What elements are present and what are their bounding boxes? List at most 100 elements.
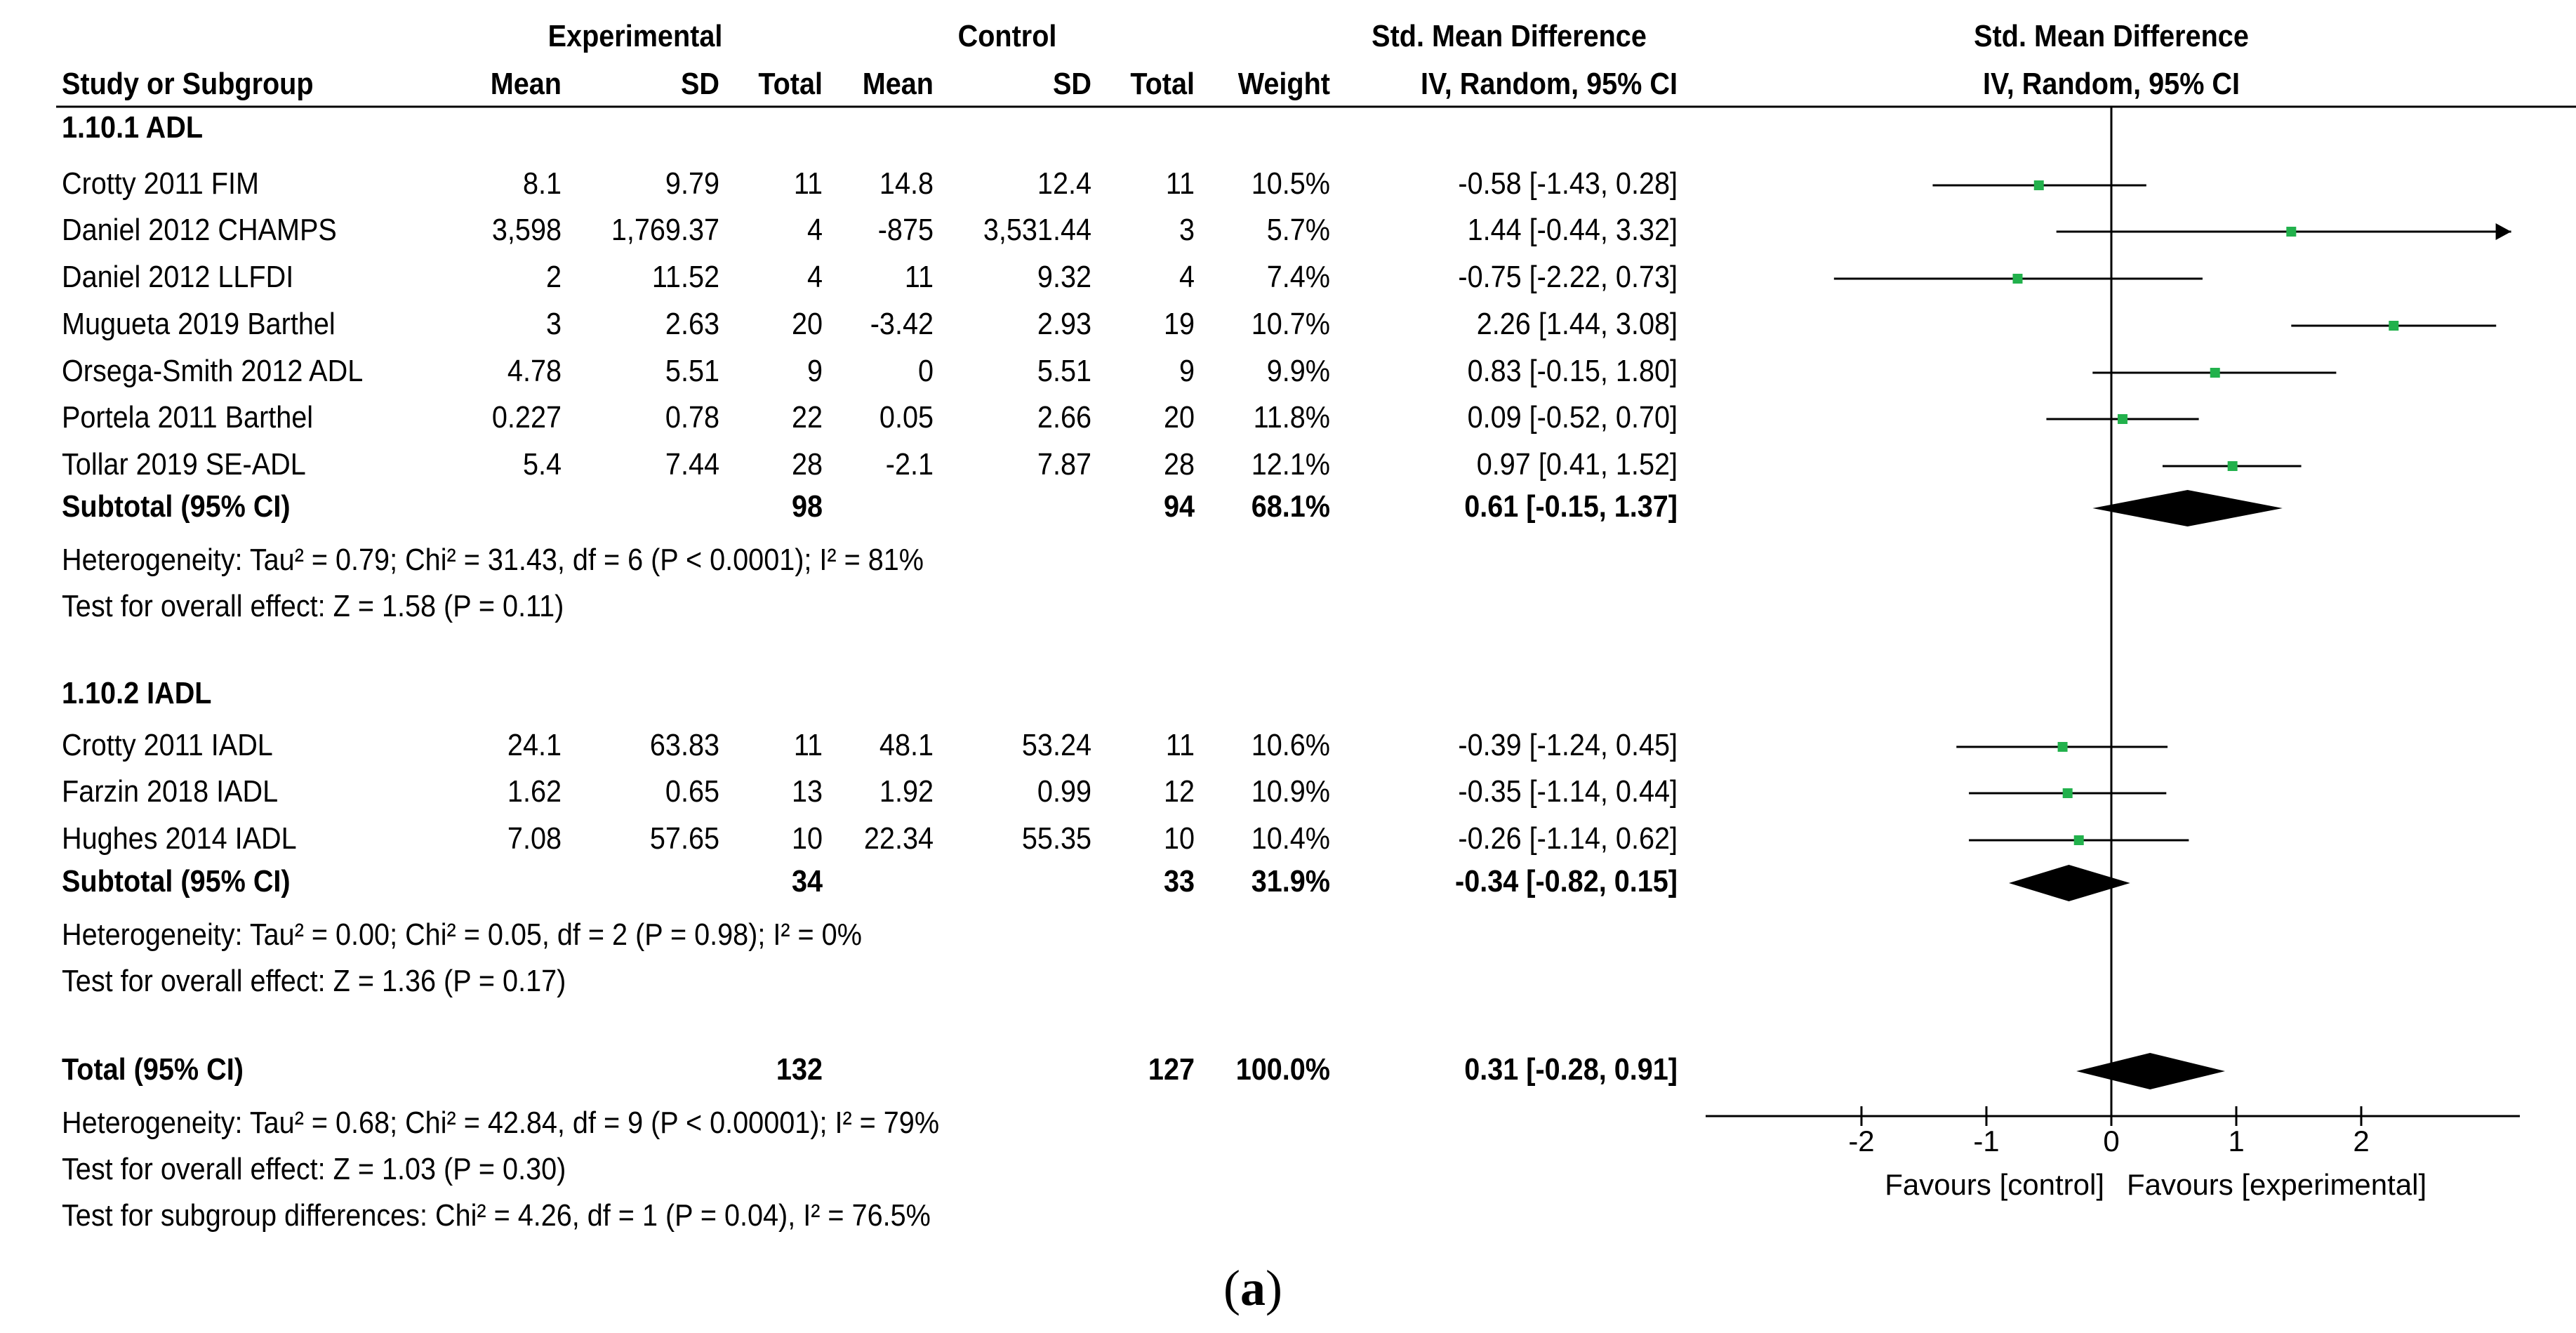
study-ctl-mean: 1.92: [879, 774, 934, 809]
total-ci: 0.31 [-0.28, 0.91]: [1464, 1052, 1678, 1087]
total-heterogeneity-text: Heterogeneity: Tau² = 0.68; Chi² = 42.84…: [62, 1106, 940, 1140]
study-ctl-total: 10: [1163, 821, 1195, 856]
study-point-square: [2033, 180, 2044, 190]
column-header-ctl-sd: SD: [1052, 67, 1091, 101]
study-point-square: [2286, 227, 2297, 237]
header-experimental: Experimental: [547, 19, 723, 53]
study-exp-mean: 4.78: [507, 354, 562, 388]
x-tick-label: -2: [1848, 1125, 1874, 1158]
study-study: Daniel 2012 LLFDI: [62, 260, 294, 294]
study-ctl-sd: 2.93: [1037, 307, 1091, 341]
x-tick-label: 1: [2228, 1125, 2244, 1158]
study-ctl-sd: 9.32: [1037, 260, 1091, 294]
pooled-diamond: [2009, 865, 2130, 901]
subtotal-label: Subtotal (95% CI): [62, 864, 291, 898]
favours-experimental-label: Favours [experimental]: [2127, 1168, 2426, 1201]
study-ctl-mean: 14.8: [879, 166, 934, 201]
subtotal-label: Subtotal (95% CI): [62, 489, 291, 524]
study-ctl-sd: 53.24: [1021, 728, 1091, 762]
study-weight: 7.4%: [1266, 260, 1330, 294]
study-exp-total: 4: [806, 260, 823, 294]
total-weight: 100.0%: [1235, 1052, 1330, 1087]
study-ctl-total: 4: [1179, 260, 1195, 294]
subtotal-ci: -0.34 [-0.82, 0.15]: [1455, 864, 1678, 898]
total-label: Total (95% CI): [62, 1052, 244, 1087]
study-weight: 5.7%: [1266, 213, 1330, 247]
study-point-square: [2227, 461, 2238, 471]
study-ctl-mean: 48.1: [879, 728, 934, 762]
study-study: Tollar 2019 SE-ADL: [62, 447, 306, 482]
ci-arrow: [2495, 223, 2511, 240]
study-exp-sd: 0.65: [665, 774, 719, 809]
study-ci: 0.09 [-0.52, 0.70]: [1467, 400, 1678, 435]
study-ctl-sd: 55.35: [1021, 821, 1091, 856]
subtotal-ci: 0.61 [-0.15, 1.37]: [1464, 489, 1678, 524]
total-overall-effect-text: Test for overall effect: Z = 1.03 (P = 0…: [62, 1152, 566, 1186]
study-exp-sd: 11.52: [651, 260, 719, 294]
study-point-square: [2057, 742, 2068, 752]
study-ci: 1.44 [-0.44, 3.32]: [1467, 213, 1678, 247]
header-smd: Std. Mean Difference: [1372, 19, 1647, 53]
subtotal-weight: 31.9%: [1251, 864, 1330, 898]
pooled-diamond: [2092, 490, 2283, 526]
study-study: Daniel 2012 CHAMPS: [62, 213, 337, 247]
study-weight: 11.8%: [1253, 400, 1330, 435]
study-exp-sd: 5.51: [665, 354, 719, 388]
study-point-square: [2210, 368, 2220, 378]
study-weight: 10.6%: [1251, 728, 1330, 762]
study-exp-sd: 1,769.37: [611, 213, 719, 247]
study-ctl-total: 12: [1163, 774, 1195, 809]
subtotal-weight: 68.1%: [1251, 489, 1330, 524]
study-ci: 0.83 [-0.15, 1.80]: [1467, 354, 1678, 388]
heterogeneity-text: Heterogeneity: Tau² = 0.79; Chi² = 31.43…: [62, 543, 924, 577]
study-ctl-mean: 11: [904, 260, 934, 294]
study-point-square: [2389, 321, 2399, 331]
study-weight: 10.7%: [1251, 307, 1330, 341]
study-study: Hughes 2014 IADL: [62, 821, 297, 856]
column-header-weight: Weight: [1237, 67, 1330, 101]
study-ctl-mean: 22.34: [863, 821, 934, 856]
study-exp-sd: 9.79: [665, 166, 719, 201]
column-header-plot-ci: IV, Random, 95% CI: [1982, 67, 2240, 101]
study-exp-mean: 8.1: [522, 166, 562, 201]
study-ci: -0.58 [-1.43, 0.28]: [1458, 166, 1678, 201]
total-ctl-total: 127: [1148, 1052, 1195, 1087]
study-exp-mean: 1.62: [507, 774, 562, 809]
study-weight: 10.5%: [1251, 166, 1330, 201]
study-point-square: [2012, 274, 2023, 284]
study-ci: 2.26 [1.44, 3.08]: [1476, 307, 1678, 341]
study-ctl-total: 11: [1165, 166, 1195, 201]
x-tick-label: 2: [2353, 1125, 2369, 1158]
study-exp-mean: 3: [545, 307, 562, 341]
subtotal-exp-total: 98: [791, 489, 823, 524]
study-exp-mean: 3,598: [491, 213, 562, 247]
column-header-ci: IV, Random, 95% CI: [1420, 67, 1678, 101]
study-weight: 12.1%: [1251, 447, 1330, 482]
study-exp-mean: 5.4: [522, 447, 562, 482]
column-header-exp-total: Total: [758, 67, 823, 101]
study-study: Mugueta 2019 Barthel: [62, 307, 336, 341]
subgroup-title: 1.10.2 IADL: [62, 676, 212, 710]
study-exp-mean: 24.1: [507, 728, 562, 762]
heterogeneity-text: Heterogeneity: Tau² = 0.00; Chi² = 0.05,…: [62, 917, 862, 952]
study-weight: 10.4%: [1251, 821, 1330, 856]
study-ctl-total: 3: [1179, 213, 1195, 247]
study-exp-total: 10: [791, 821, 823, 856]
study-exp-total: 9: [806, 354, 823, 388]
study-study: Portela 2011 Barthel: [62, 400, 314, 435]
column-header-ctl-mean: Mean: [862, 67, 934, 101]
study-ctl-sd: 5.51: [1037, 354, 1091, 388]
subtotal-ctl-total: 33: [1163, 864, 1195, 898]
figure-label: a: [1240, 1260, 1266, 1316]
subgroup-differences-text: Test for subgroup differences: Chi² = 4.…: [62, 1198, 931, 1233]
study-ctl-mean: -3.42: [870, 307, 934, 341]
study-exp-total: 13: [791, 774, 823, 809]
overall-effect-text: Test for overall effect: Z = 1.36 (P = 0…: [62, 964, 566, 998]
study-ctl-total: 28: [1163, 447, 1195, 482]
study-ci: -0.75 [-2.22, 0.73]: [1458, 260, 1678, 294]
study-study: Orsega-Smith 2012 ADL: [62, 354, 364, 388]
study-exp-mean: 7.08: [507, 821, 562, 856]
study-ctl-total: 19: [1163, 307, 1195, 341]
subgroup-title: 1.10.1 ADL: [62, 110, 204, 145]
